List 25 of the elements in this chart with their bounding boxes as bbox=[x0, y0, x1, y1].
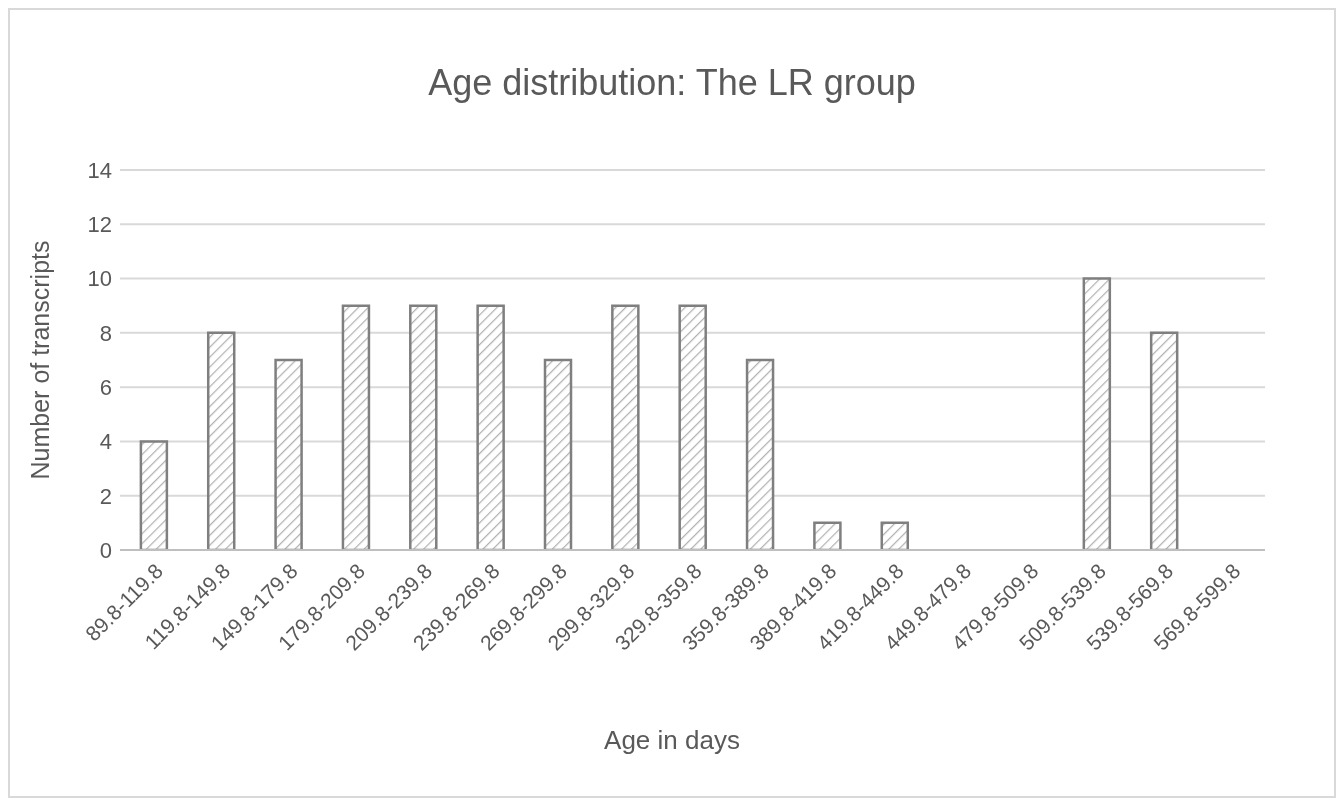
chart-title: Age distribution: The LR group bbox=[427, 62, 917, 104]
bar bbox=[745, 358, 775, 550]
y-tick-label: 2 bbox=[99, 483, 112, 509]
y-tick-label: 6 bbox=[99, 374, 112, 400]
y-axis-title: Number of transcripts bbox=[25, 240, 54, 480]
bar bbox=[1082, 277, 1112, 550]
bar bbox=[880, 521, 910, 550]
bar bbox=[476, 304, 505, 550]
bar bbox=[678, 304, 707, 550]
bar bbox=[139, 440, 169, 550]
bar bbox=[409, 304, 438, 550]
bar bbox=[206, 331, 236, 550]
bar bbox=[611, 304, 640, 550]
y-tick-label: 4 bbox=[99, 429, 112, 455]
y-tick-label: 0 bbox=[99, 537, 112, 563]
bar bbox=[274, 358, 303, 550]
y-tick-label: 14 bbox=[87, 157, 112, 183]
y-tick-label: 10 bbox=[87, 266, 112, 292]
x-axis-title: Age in days bbox=[603, 725, 741, 756]
bar bbox=[543, 358, 573, 550]
bar bbox=[813, 521, 842, 550]
bar bbox=[341, 304, 371, 550]
y-tick-label: 12 bbox=[87, 212, 112, 238]
bar bbox=[1149, 331, 1179, 550]
y-tick-label: 8 bbox=[99, 320, 112, 346]
